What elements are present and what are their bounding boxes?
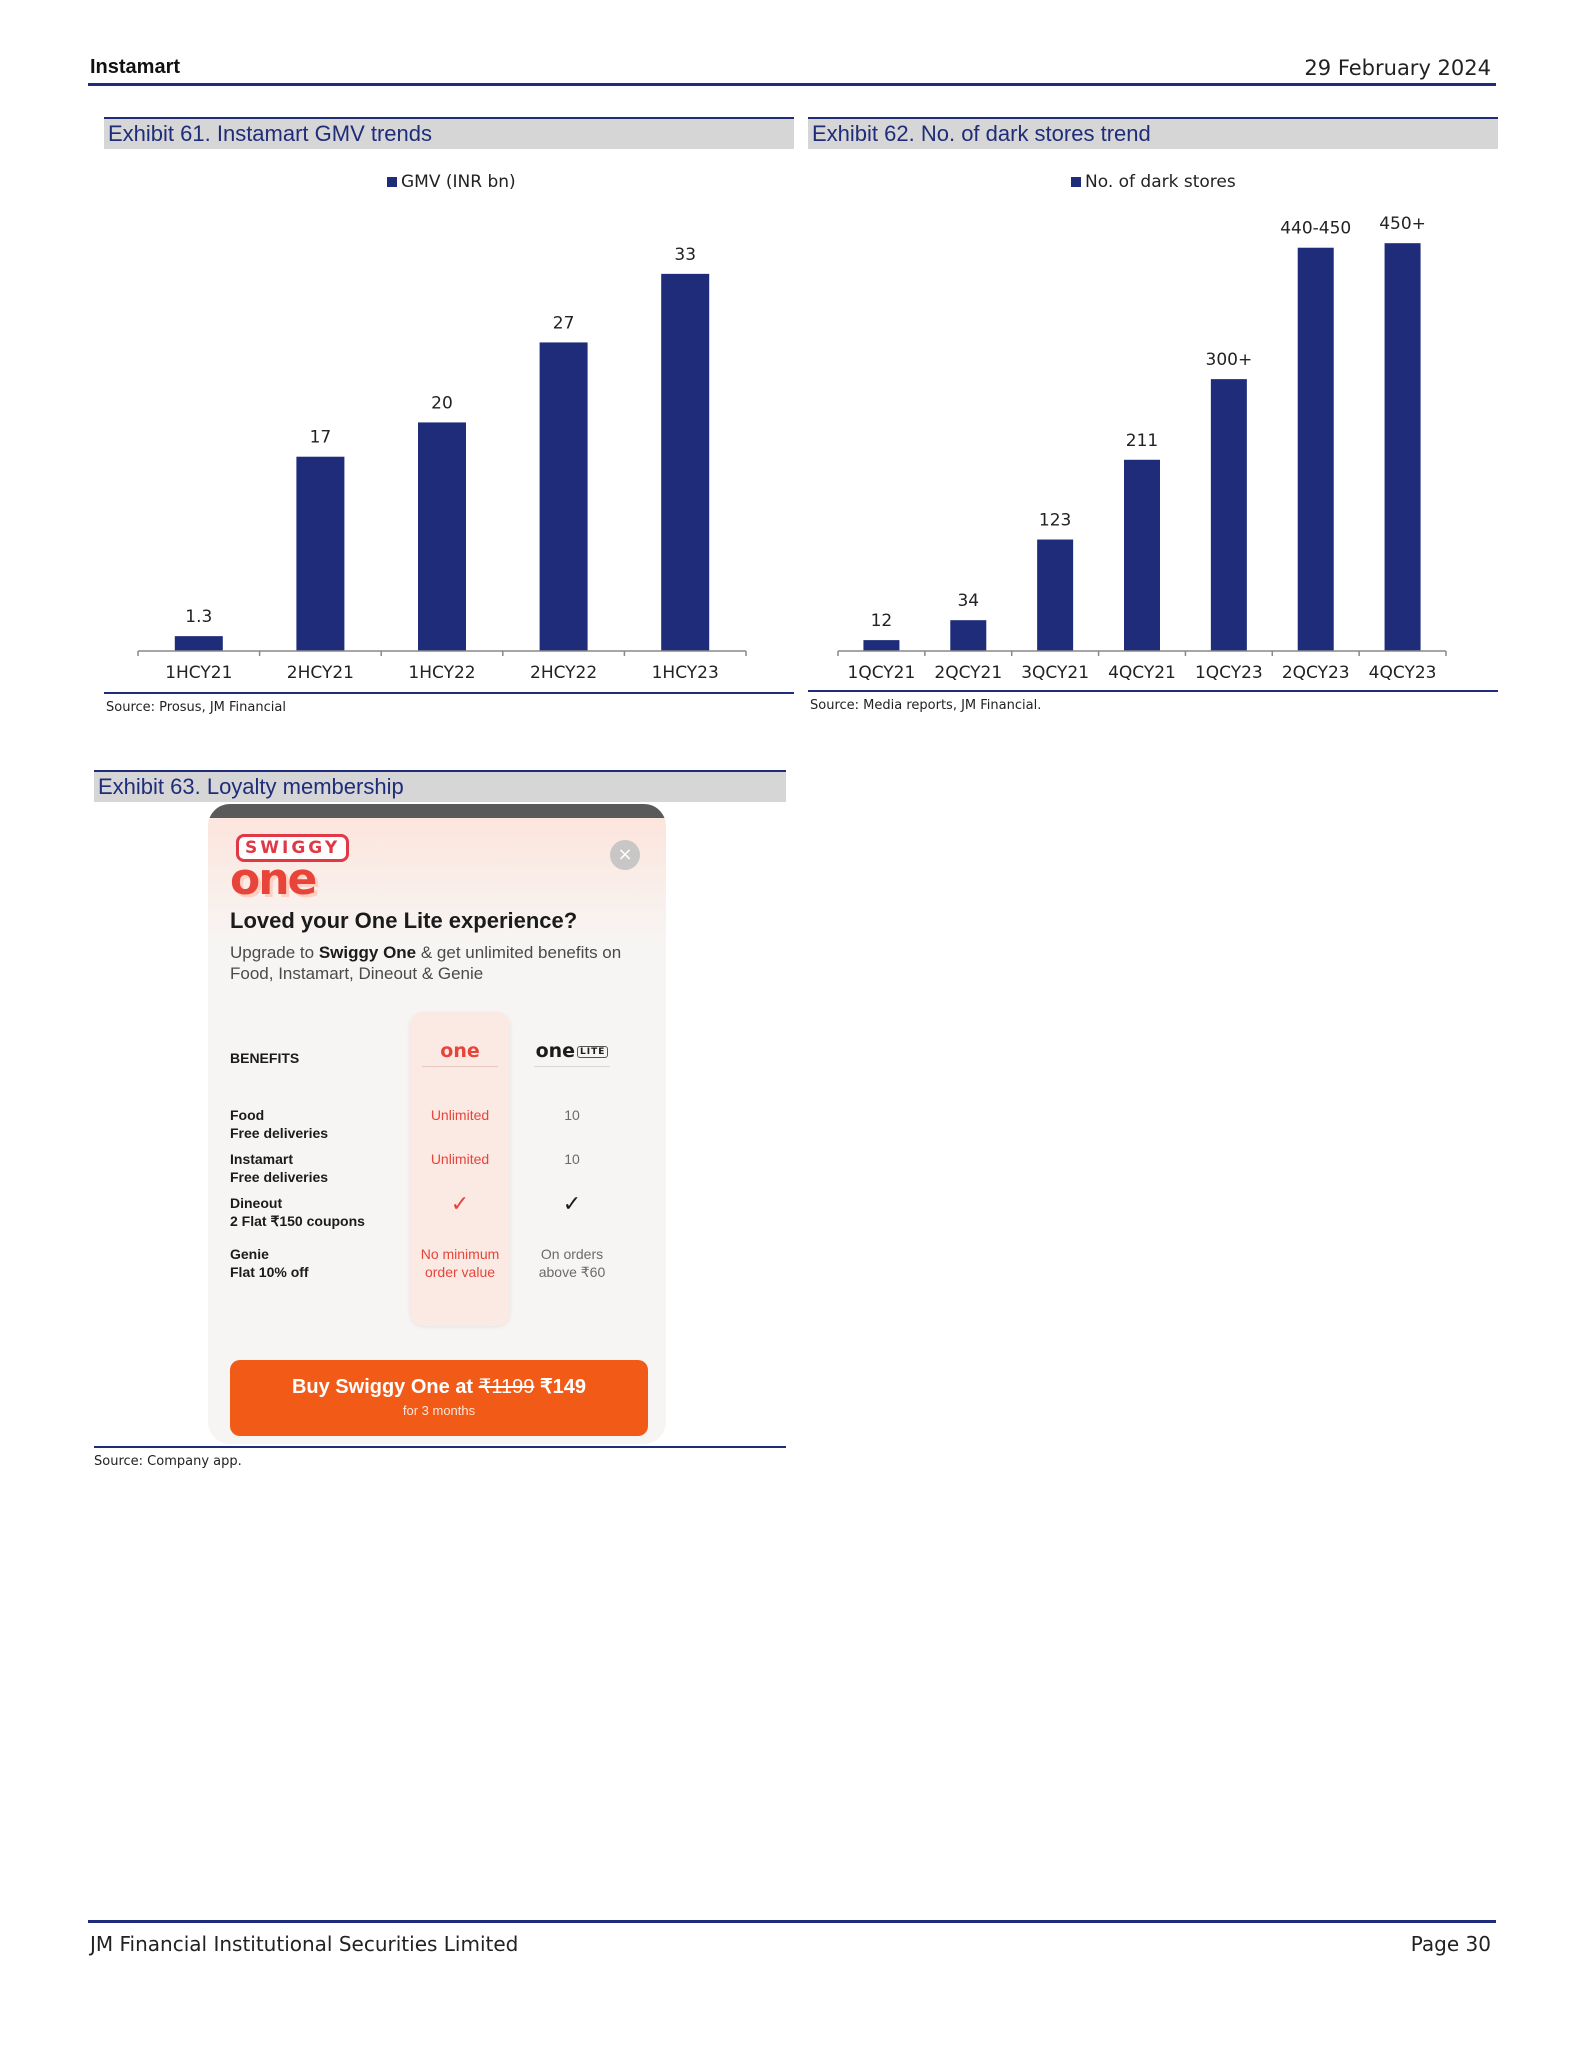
bar-2hcy22: [539, 342, 588, 651]
x-tick-label-3qcy21: 3QCY21: [1021, 663, 1089, 683]
genie-one-value: No minimum order value: [420, 1246, 500, 1280]
data-label-2qcy21: 34: [957, 591, 979, 611]
exhibit-63-title: Exhibit 63. Loyalty membership: [98, 774, 404, 799]
upgrade-subtitle: Upgrade to Swiggy One & get unlimited be…: [230, 943, 622, 983]
benefit-row-food: Food Free deliveries: [230, 1107, 329, 1141]
instamart-one-value: Unlimited: [430, 1151, 490, 1167]
exhibit-62-title-bar: Exhibit 62. No. of dark stores trend: [808, 117, 1498, 149]
cta-duration-text: for 3 months: [402, 1403, 476, 1418]
x-tick-label-4qcy23: 4QCY23: [1369, 663, 1437, 683]
logo-swiggy-text: SWIGGY: [236, 834, 350, 862]
header-divider: [88, 83, 1496, 86]
buy-swiggy-one-button[interactable]: Buy Swiggy One at ₹1199 ₹149 for 3 month…: [230, 1360, 648, 1436]
footer-divider: [88, 1920, 1496, 1923]
data-label-2qcy23: 440-450: [1280, 219, 1351, 239]
genie-lite-value: On orders above ₹60: [538, 1246, 606, 1280]
instamart-lite-value: 10: [564, 1151, 580, 1167]
x-tick-label-1hcy23: 1HCY23: [652, 663, 719, 683]
bar-1hcy21: [174, 636, 223, 651]
exhibit-62-dark-stores-chart: No. of dark stores 12 1QCY21 34 2QCY21 123 3Q…: [837, 172, 1447, 683]
bar-1hcy23: [661, 273, 710, 651]
bar-4qcy23: [1384, 243, 1421, 651]
exhibit-62-source: Source: Media reports, JM Financial.: [810, 698, 1042, 713]
cta-price-text: Buy Swiggy One at ₹1199 ₹149: [291, 1376, 587, 1398]
data-label-1qcy23: 300+: [1206, 350, 1253, 370]
lite-header-divider: [534, 1066, 610, 1067]
data-label-1hcy21: 1.3: [185, 607, 212, 627]
benefit-row-instamart: Instamart Free deliveries: [230, 1151, 329, 1185]
x-tick-label-2qcy23: 2QCY23: [1282, 663, 1350, 683]
exhibit-61-title-bar: Exhibit 61. Instamart GMV trends: [104, 117, 794, 149]
x-tick-label-1hcy21: 1HCY21: [165, 663, 232, 683]
exhibit-62-bottom-rule: [808, 690, 1498, 692]
benefit-row-genie: Genie Flat 10% off: [230, 1246, 309, 1280]
exhibit-63-source: Source: Company app.: [94, 1454, 242, 1469]
close-button[interactable]: ×: [610, 840, 640, 870]
x-tick-label-2hcy22: 2HCY22: [530, 663, 597, 683]
exhibit-62-title: Exhibit 62. No. of dark stores trend: [812, 121, 1151, 146]
page-number: Page 30: [1410, 1932, 1491, 1956]
x-tick-label-1hcy22: 1HCY22: [408, 663, 475, 683]
bar-1qcy23: [1210, 379, 1247, 651]
legend-label: GMV (INR bn): [401, 172, 516, 192]
data-label-4qcy21: 211: [1126, 431, 1158, 451]
swiggy-one-logo: SWIGGY one: [228, 828, 368, 908]
data-label-1hcy22: 20: [431, 393, 453, 413]
bar-4qcy21: [1124, 459, 1160, 651]
bar-2qcy21: [950, 620, 987, 651]
data-label-3qcy21: 123: [1039, 511, 1071, 531]
report-date: 29 February 2024: [1304, 56, 1491, 80]
x-tick-label-4qcy21: 4QCY21: [1108, 663, 1176, 683]
exhibit-61-source: Source: Prosus, JM Financial: [106, 700, 286, 715]
x-tick-label-1qcy23: 1QCY23: [1195, 663, 1263, 683]
one-plan-header: one: [440, 1040, 480, 1062]
bar-3qcy21: [1037, 539, 1074, 651]
report-section-title: Instamart: [90, 56, 181, 78]
bar-2qcy23: [1297, 247, 1334, 651]
food-one-value: Unlimited: [430, 1107, 490, 1123]
exhibit-63-bottom-rule: [94, 1446, 786, 1448]
exhibit-61-gmv-chart: GMV (INR bn) 1.3 1HCY21 17 2HCY21 20 1HCY22 27…: [137, 172, 747, 683]
one-lite-plan-header: one LITE: [522, 1040, 622, 1062]
legend-swatch: [1071, 177, 1081, 187]
logo-one-text: one: [230, 854, 317, 905]
benefit-row-dineout: Dineout 2 Flat ₹150 coupons: [230, 1195, 365, 1229]
food-lite-value: 10: [564, 1107, 580, 1123]
data-label-1hcy23: 33: [674, 245, 696, 265]
upgrade-heading: Loved your One Lite experience?: [230, 908, 578, 933]
header-gradient: [208, 804, 666, 944]
legend-swatch: [387, 177, 397, 187]
bar-1hcy22: [418, 422, 466, 651]
lite-badge: LITE: [577, 1045, 609, 1058]
exhibit-63-title-bar: Exhibit 63. Loyalty membership: [94, 770, 786, 802]
bar-2hcy21: [296, 456, 345, 651]
dineout-lite-check-icon: ✓: [562, 1191, 582, 1216]
data-label-4qcy23: 450+: [1379, 214, 1426, 234]
one-plan-column: [410, 1012, 510, 1326]
bar-1qcy21: [863, 640, 900, 651]
data-label-1qcy21: 12: [871, 611, 893, 631]
legend-label: No. of dark stores: [1085, 172, 1236, 192]
exhibit-61-title: Exhibit 61. Instamart GMV trends: [108, 121, 433, 146]
x-tick-label-2hcy21: 2HCY21: [287, 663, 354, 683]
one-header-divider: [422, 1066, 498, 1067]
exhibit-61-bottom-rule: [104, 692, 794, 694]
data-label-2hcy21: 17: [310, 428, 332, 448]
data-label-2hcy22: 27: [553, 313, 575, 333]
dineout-one-check-icon: ✓: [450, 1191, 470, 1216]
benefits-header: BENEFITS: [230, 1050, 300, 1066]
x-tick-label-2qcy21: 2QCY21: [934, 663, 1002, 683]
footer-company: JM Financial Institutional Securities Li…: [90, 1932, 519, 1956]
x-tick-label-1qcy21: 1QCY21: [848, 663, 916, 683]
swiggy-one-upgrade-screen: SWIGGY one × Loved your One Lite experie…: [208, 804, 666, 1444]
status-band: [208, 804, 666, 818]
